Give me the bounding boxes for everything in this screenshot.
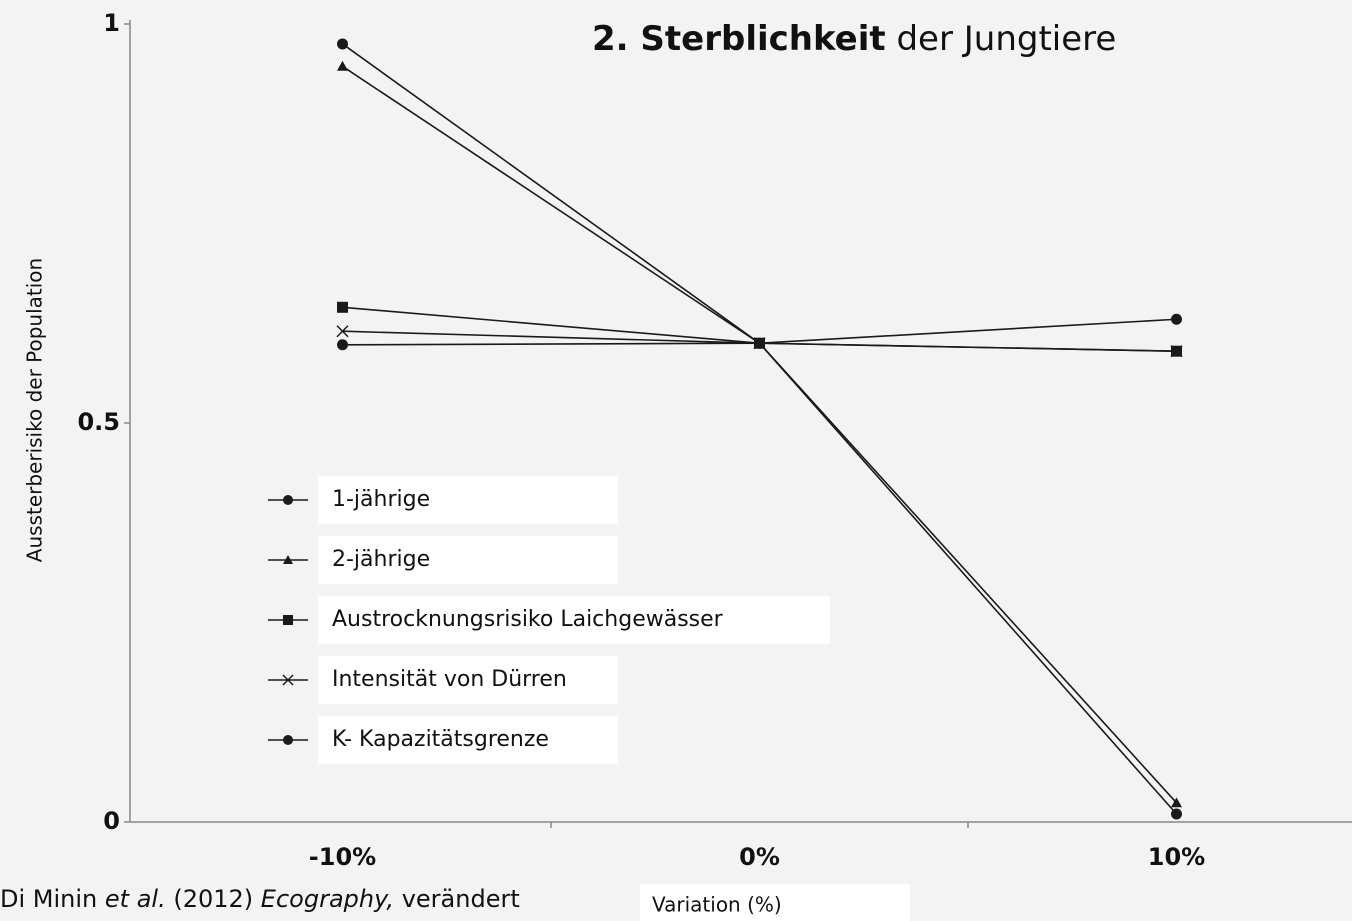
- legend-label: 1-jährige: [332, 487, 430, 512]
- source-part: et al.: [105, 885, 166, 913]
- marker: [337, 60, 348, 71]
- legend-box: [318, 476, 618, 524]
- source-part: (2012): [173, 885, 253, 913]
- x-tick-label: 10%: [1148, 843, 1205, 871]
- marker: [337, 339, 348, 351]
- marker: [282, 674, 294, 686]
- source-part: verändert: [402, 885, 520, 913]
- x-tick-label: -10%: [309, 843, 376, 871]
- marker: [283, 735, 293, 745]
- marker: [1171, 313, 1182, 325]
- x-tick-label: 0%: [739, 843, 780, 871]
- legend-label: Austrocknungsrisiko Laichgewässer: [332, 607, 724, 632]
- legend-label: Intensität von Dürren: [332, 667, 567, 692]
- marker: [336, 325, 349, 338]
- marker: [1171, 808, 1182, 820]
- legend-box: [318, 716, 618, 764]
- title-bold: 2. Sterblichkeit: [592, 19, 886, 59]
- y-axis-label: Aussterberisiko der Population: [23, 258, 47, 562]
- title-rest: der Jungtiere: [896, 19, 1116, 59]
- marker: [754, 337, 765, 349]
- source-part: Di Minin: [0, 885, 97, 913]
- marker: [283, 495, 293, 505]
- marker: [337, 301, 348, 313]
- y-tick-label: 0.5: [77, 408, 120, 436]
- x-label-box: [640, 884, 910, 921]
- y-tick-label: 1: [103, 9, 120, 37]
- legend-box: [318, 656, 618, 704]
- legend-box: [318, 536, 618, 584]
- legend-box: [318, 596, 830, 644]
- source-part: Ecography,: [261, 885, 394, 913]
- marker: [1170, 345, 1183, 358]
- source: Di Minin et al. (2012) Ecography, veränd…: [0, 885, 520, 913]
- marker: [283, 555, 293, 564]
- marker: [337, 38, 348, 50]
- x-axis-label: Variation (%): [652, 893, 782, 917]
- marker: [1171, 797, 1182, 808]
- marker: [283, 615, 293, 625]
- chart-title: 2. Sterblichkeit der Jungtiere: [592, 19, 1116, 59]
- legend-label: K- Kapazitätsgrenze: [332, 727, 549, 752]
- y-tick-label: 0: [103, 807, 120, 835]
- legend-label: 2-jährige: [332, 547, 430, 572]
